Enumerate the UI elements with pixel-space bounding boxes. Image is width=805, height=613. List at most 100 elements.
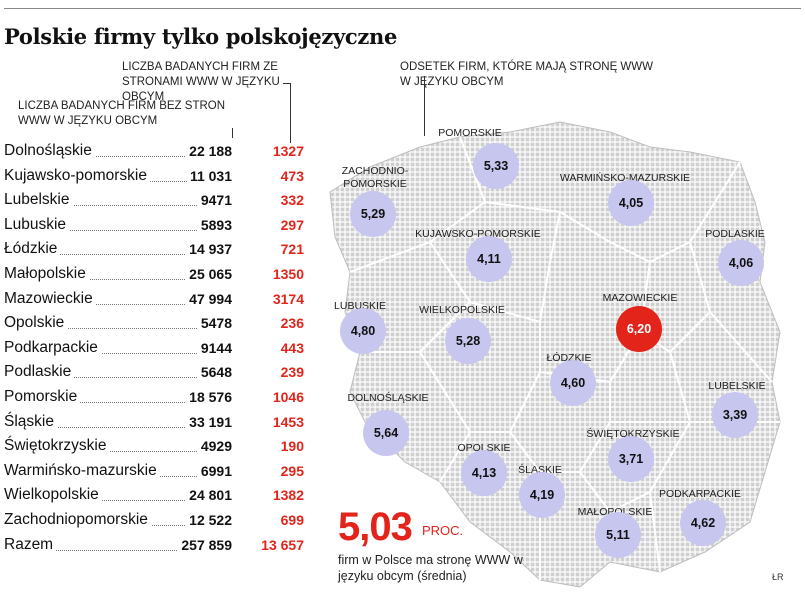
table-row: Świętokrzyskie 4929 190 bbox=[4, 435, 314, 459]
leader-dots bbox=[4, 451, 219, 453]
count-without: 14 937 bbox=[186, 241, 232, 258]
col-with-pointer bbox=[283, 83, 291, 144]
count-without: 5478 bbox=[197, 315, 232, 332]
region-bubble: 6,20 bbox=[616, 306, 662, 352]
table-row: Lubuskie 5893 297 bbox=[4, 214, 314, 238]
count-with: 699 bbox=[277, 512, 304, 528]
leader-dots bbox=[4, 402, 219, 403]
leader-dots bbox=[4, 549, 219, 551]
leader-dots bbox=[4, 328, 219, 330]
region-label: OPOLSKIE bbox=[457, 442, 511, 454]
col-without-pointer bbox=[232, 128, 233, 138]
average-caption: firm w Polsce ma stronę WWW w języku obc… bbox=[338, 553, 523, 583]
table-row: Razem 257 859 13 657 bbox=[4, 534, 314, 558]
region-bubble: 4,05 bbox=[608, 180, 654, 226]
count-without: 4929 bbox=[197, 438, 232, 455]
leader-dots bbox=[4, 254, 219, 256]
region-label: LUBELSKIE bbox=[708, 380, 766, 392]
poland-map bbox=[329, 121, 781, 588]
region-name: Wielkopolskie bbox=[4, 486, 102, 505]
region-label: PODLASKIE bbox=[705, 228, 765, 240]
count-with: 1382 bbox=[269, 487, 304, 504]
count-without: 18 576 bbox=[186, 389, 232, 405]
region-label: MAZOWIECKIE bbox=[602, 292, 678, 304]
region-name: Łódzkie bbox=[4, 240, 61, 259]
map-header: ODSETEK FIRM, KTÓRE MAJĄ STRONĘ WWW W JĘ… bbox=[400, 61, 653, 88]
average-unit: PROC. bbox=[422, 523, 464, 538]
region-bubble: 3,71 bbox=[608, 436, 654, 482]
table-row: Wielkopolskie 24 801 1382 bbox=[4, 484, 314, 508]
count-without: 22 188 bbox=[186, 143, 232, 159]
page-title: Polskie firmy tylko polskojęzyczne bbox=[4, 24, 398, 49]
count-with: 443 bbox=[277, 339, 304, 356]
leader-dots bbox=[4, 500, 219, 502]
count-without: 25 065 bbox=[186, 266, 232, 282]
count-without: 5893 bbox=[197, 216, 232, 233]
count-without: 12 522 bbox=[186, 512, 232, 528]
region-bubble: 3,39 bbox=[712, 392, 758, 438]
table-row: Małopolskie 25 065 1350 bbox=[4, 263, 314, 287]
table-row: Mazowieckie 47 994 3174 bbox=[4, 288, 314, 312]
region-bubble: 5,29 bbox=[350, 191, 396, 237]
region-bubble: 4,80 bbox=[340, 308, 386, 354]
region-name: Pomorskie bbox=[4, 388, 81, 406]
region-name: Kujawsko-pomorskie bbox=[4, 166, 150, 185]
table-row: Podkarpackie 9144 443 bbox=[4, 337, 314, 361]
credit: ŁR bbox=[772, 572, 784, 582]
table-row: Śląskie 33 191 1453 bbox=[4, 411, 314, 435]
leader-dots bbox=[4, 205, 219, 207]
count-without: 47 994 bbox=[186, 290, 232, 307]
count-with: 1327 bbox=[269, 143, 304, 159]
table-row: Zachodniopomorskie 12 522 699 bbox=[4, 509, 314, 533]
count-without: 5648 bbox=[197, 364, 232, 381]
region-bubble: 5,11 bbox=[595, 512, 641, 558]
region-name: Podkarpackie bbox=[4, 338, 101, 357]
leader-dots bbox=[4, 156, 219, 157]
count-with: 190 bbox=[277, 438, 304, 455]
region-label: ŚWIĘTOKRZYSKIE bbox=[586, 428, 680, 440]
leader-dots bbox=[4, 279, 219, 280]
region-bubble: 5,28 bbox=[445, 318, 491, 364]
region-bubble: 4,60 bbox=[550, 360, 596, 406]
region-bubble: 4,06 bbox=[718, 240, 764, 286]
region-name: Dolnośląskie bbox=[4, 142, 95, 160]
region-name: Małopolskie bbox=[4, 265, 89, 283]
count-without: 11 031 bbox=[186, 167, 232, 184]
region-label: WIELKOPOLSKIE bbox=[419, 304, 505, 316]
top-rule bbox=[4, 8, 801, 9]
region-label: LUBUSKIE bbox=[334, 300, 386, 312]
count-with: 13 657 bbox=[258, 536, 304, 553]
table-row: Dolnośląskie 22 188 1327 bbox=[4, 140, 314, 164]
region-label: POMORSKIE bbox=[438, 127, 502, 139]
leader-dots bbox=[4, 229, 219, 231]
region-name: Śląskie bbox=[4, 412, 57, 431]
count-without: 257 859 bbox=[178, 536, 232, 553]
region-label: PODKARPACKIE bbox=[658, 488, 742, 500]
region-bubble: 4,62 bbox=[680, 500, 726, 546]
count-with: 1350 bbox=[269, 266, 304, 282]
region-bubble: 4,19 bbox=[519, 472, 565, 518]
table-row: Opolskie 5478 236 bbox=[4, 312, 314, 336]
region-label: DOLNOŚLĄSKIE bbox=[347, 392, 429, 404]
table-row: Lubelskie 9471 332 bbox=[4, 189, 314, 213]
count-with: 473 bbox=[277, 167, 304, 184]
count-with: 1453 bbox=[269, 413, 304, 430]
count-with: 239 bbox=[277, 364, 304, 381]
region-name: Warmińsko-mazurskie bbox=[4, 461, 160, 480]
leader-dots bbox=[4, 426, 219, 428]
table-row: Łódzkie 14 937 721 bbox=[4, 238, 314, 262]
table-row: Warmińsko-mazurskie 6991 295 bbox=[4, 460, 314, 484]
average-value: 5,03 bbox=[338, 505, 413, 549]
table-row: Kujawsko-pomorskie 11 031 473 bbox=[4, 165, 314, 189]
count-with: 295 bbox=[277, 462, 304, 479]
count-with: 332 bbox=[277, 192, 304, 209]
region-name: Lubuskie bbox=[4, 215, 70, 234]
col-with-header: LICZBA BADANYCH FIRM ZE STRONAMI WWW W J… bbox=[122, 61, 280, 103]
count-without: 9471 bbox=[197, 192, 232, 209]
count-with: 297 bbox=[277, 216, 304, 233]
count-without: 33 191 bbox=[186, 413, 232, 430]
region-name: Opolskie bbox=[4, 314, 68, 333]
leader-dots bbox=[4, 377, 219, 379]
count-with: 721 bbox=[277, 241, 304, 258]
col-without-header: LICZBA BADANYCH FIRM BEZ STRON WWW W JĘZ… bbox=[18, 100, 226, 127]
